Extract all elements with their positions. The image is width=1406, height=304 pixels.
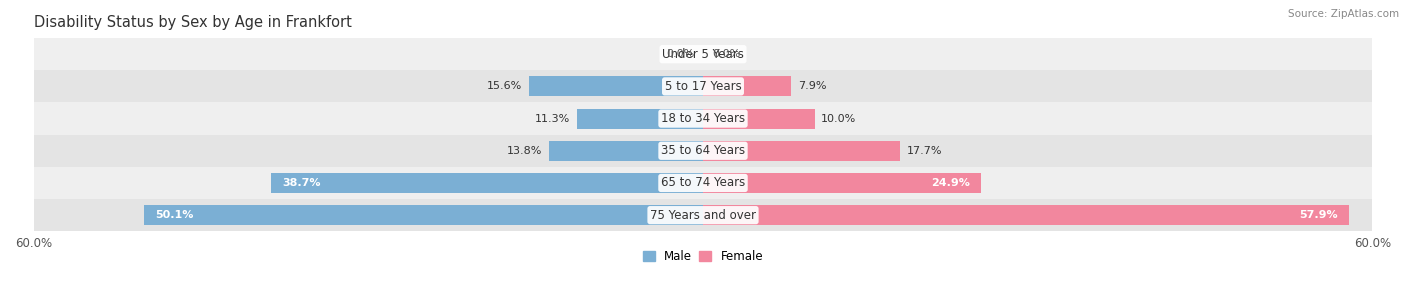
Bar <box>34 38 1372 70</box>
Bar <box>271 173 703 193</box>
Text: 7.9%: 7.9% <box>797 81 827 92</box>
Text: 10.0%: 10.0% <box>821 114 856 124</box>
Text: 65 to 74 Years: 65 to 74 Years <box>661 176 745 189</box>
Bar <box>529 76 703 96</box>
Bar <box>34 167 1372 199</box>
Bar <box>34 70 1372 102</box>
Bar <box>703 141 900 161</box>
Bar <box>576 109 703 129</box>
Text: 75 Years and over: 75 Years and over <box>650 209 756 222</box>
Bar <box>703 173 981 193</box>
Text: 17.7%: 17.7% <box>907 146 942 156</box>
Legend: Male, Female: Male, Female <box>638 245 768 268</box>
Text: 15.6%: 15.6% <box>486 81 522 92</box>
Text: 5 to 17 Years: 5 to 17 Years <box>665 80 741 93</box>
Text: 57.9%: 57.9% <box>1299 210 1339 220</box>
Bar <box>34 102 1372 135</box>
Text: 18 to 34 Years: 18 to 34 Years <box>661 112 745 125</box>
Bar <box>703 109 814 129</box>
Text: 0.0%: 0.0% <box>711 49 740 59</box>
Text: 13.8%: 13.8% <box>508 146 543 156</box>
Text: Under 5 Years: Under 5 Years <box>662 48 744 61</box>
Bar <box>703 205 1348 225</box>
Text: 0.0%: 0.0% <box>666 49 695 59</box>
Bar <box>34 199 1372 231</box>
Text: 50.1%: 50.1% <box>155 210 194 220</box>
Bar <box>143 205 703 225</box>
Bar <box>548 141 703 161</box>
Text: 24.9%: 24.9% <box>931 178 970 188</box>
Text: Disability Status by Sex by Age in Frankfort: Disability Status by Sex by Age in Frank… <box>34 15 352 30</box>
Text: Source: ZipAtlas.com: Source: ZipAtlas.com <box>1288 9 1399 19</box>
Bar <box>703 76 792 96</box>
Text: 35 to 64 Years: 35 to 64 Years <box>661 144 745 157</box>
Text: 38.7%: 38.7% <box>283 178 321 188</box>
Text: 11.3%: 11.3% <box>534 114 571 124</box>
Bar <box>34 135 1372 167</box>
